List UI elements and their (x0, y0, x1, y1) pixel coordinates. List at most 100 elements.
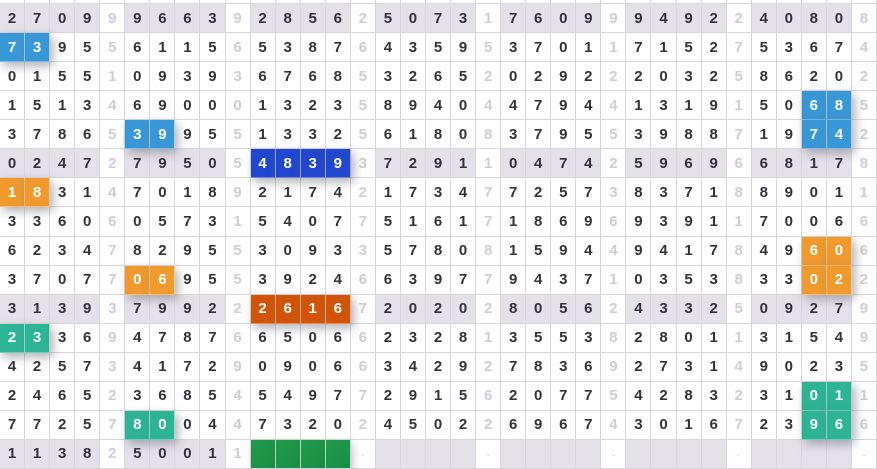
digit-cell: 5 (801, 323, 827, 353)
separator-digit-cell: 2 (726, 381, 752, 411)
digit-cell: 6 (300, 62, 326, 92)
top-edge-cell (250, 0, 276, 4)
digit-cell: 9 (400, 91, 426, 121)
separator-digit-cell: 5 (476, 33, 502, 63)
digit-cell: 6 (676, 149, 702, 179)
separator-digit-cell: 5 (225, 265, 251, 295)
empty-cell (776, 439, 802, 469)
digit-cell: 9 (576, 207, 602, 237)
digit-cell: 9 (300, 236, 326, 266)
digit-cell: 9 (175, 294, 201, 324)
digit-cell: 3 (400, 265, 426, 295)
digit-cell: 3 (125, 381, 151, 411)
digit-cell: 4 (375, 33, 401, 63)
digit-cell: 8 (751, 62, 777, 92)
digit-cell: 9 (451, 33, 477, 63)
digit-cell: 7 (300, 178, 326, 208)
digit-cell: 5 (576, 120, 602, 150)
digit-cell: 6 (50, 381, 76, 411)
digit-cell: 4 (275, 207, 301, 237)
top-edge-cell (601, 0, 627, 4)
digit-cell: 8 (501, 294, 527, 324)
separator-digit-cell: 5 (726, 62, 752, 92)
empty-cell (626, 439, 652, 469)
digit-cell: 2 (801, 294, 827, 324)
separator-digit-cell: 1 (476, 323, 502, 353)
highlighted-digit-cell: 3 (125, 120, 151, 150)
digit-cell: 3 (75, 91, 101, 121)
digit-cell: 1 (0, 91, 26, 121)
digit-cell: 0 (526, 381, 552, 411)
digit-cell: 5 (50, 352, 76, 382)
digit-cell: 2 (425, 352, 452, 382)
digit-cell: 2 (0, 4, 26, 34)
digit-cell: 7 (551, 381, 577, 411)
digit-cell: 3 (0, 207, 26, 237)
digit-cell: 0 (751, 294, 777, 324)
separator-digit-cell: 4 (225, 410, 251, 440)
digit-cell: 1 (701, 323, 727, 353)
digit-cell: 6 (125, 33, 151, 63)
digit-cell: 9 (751, 352, 777, 382)
separator-digit-cell: 5 (350, 62, 376, 92)
digit-cell: 8 (275, 4, 301, 34)
separator-digit-cell: 1 (100, 62, 126, 92)
digit-cell: 7 (576, 381, 602, 411)
digit-cell: 1 (776, 381, 802, 411)
digit-cell: 1 (776, 323, 802, 353)
digit-cell: 1 (25, 294, 51, 324)
digit-cell: 4 (200, 410, 226, 440)
digit-cell: 6 (175, 4, 201, 34)
separator-digit-cell: 1 (476, 149, 502, 179)
digit-cell: 7 (425, 4, 452, 34)
digit-cell: 0 (826, 62, 852, 92)
digit-cell: 1 (676, 410, 702, 440)
highlighted-digit-cell: 8 (125, 410, 151, 440)
digit-cell: 3 (626, 120, 652, 150)
top-edge-cell (851, 0, 877, 4)
digit-cell: 8 (125, 236, 151, 266)
digit-cell: 0 (776, 4, 802, 34)
separator-digit-cell: 6 (350, 265, 376, 295)
digit-cell: 5 (75, 381, 101, 411)
separator-digit-cell: 7 (726, 120, 752, 150)
top-edge-cell (801, 0, 827, 4)
digit-cell: 0 (50, 4, 76, 34)
digit-cell: 2 (451, 410, 477, 440)
digit-cell: 3 (300, 120, 326, 150)
digit-cell: 7 (75, 265, 101, 295)
digit-cell: 3 (0, 120, 26, 150)
pending-draw-cell (275, 439, 301, 469)
digit-cell: 9 (551, 62, 577, 92)
digit-cell: 5 (751, 91, 777, 121)
digit-cell: 7 (200, 323, 226, 353)
separator-digit-cell: 1 (225, 207, 251, 237)
digit-cell: 7 (125, 149, 151, 179)
digit-cell: 1 (425, 381, 452, 411)
highlighted-digit-cell: 8 (25, 178, 51, 208)
digit-cell: 7 (325, 207, 351, 237)
digit-cell: 3 (651, 294, 677, 324)
digit-cell: 0 (451, 294, 477, 324)
digit-cell: 0 (75, 207, 101, 237)
digit-cell: 2 (375, 323, 401, 353)
digit-cell: 9 (776, 120, 802, 150)
empty-cell (801, 439, 827, 469)
separator-digit-cell: 3 (350, 149, 376, 179)
digit-cell: 8 (801, 4, 827, 34)
separator-digit-cell: 6 (225, 33, 251, 63)
digit-cell: 6 (751, 149, 777, 179)
separator-digit-cell: 2 (225, 294, 251, 324)
digit-cell: 6 (776, 62, 802, 92)
digit-cell: 0 (50, 265, 76, 295)
digit-cell: 0 (325, 410, 351, 440)
separator-digit-cell: 7 (350, 381, 376, 411)
digit-cell: 9 (75, 294, 101, 324)
digit-cell: 6 (150, 381, 176, 411)
separator-digit-cell: 0 (225, 91, 251, 121)
separator-digit-cell: 6 (100, 207, 126, 237)
digit-cell: 5 (551, 178, 577, 208)
digit-cell: 5 (175, 149, 201, 179)
